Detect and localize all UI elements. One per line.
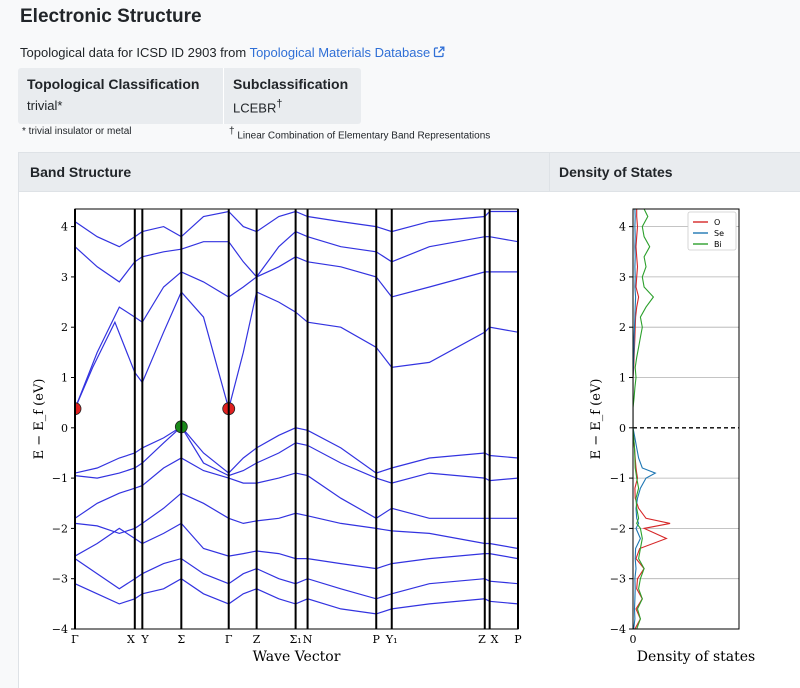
dos-ytick-label: 2 [619, 321, 626, 334]
dos-series-group [633, 209, 671, 629]
band-xtick-label: P [514, 633, 522, 646]
legend-label-O: O [714, 218, 720, 227]
band-xtick-label: X [491, 633, 499, 646]
band-xtick-label: Γ [71, 633, 79, 646]
dos-ytick-label: −4 [610, 623, 626, 636]
external-link-icon[interactable] [433, 46, 445, 58]
subclassification-text: LCEBR [233, 100, 277, 116]
page-title: Electronic Structure [20, 6, 202, 27]
dos-ytick-label: 1 [619, 372, 626, 385]
band-xtick-label: Y [140, 633, 149, 646]
subclassification-cell: Subclassification LCEBR† [223, 68, 362, 124]
band-structure-title: Band Structure [30, 164, 132, 180]
topological-classification-cell: Topological Classification trivial* [18, 68, 223, 124]
band-xtick-label: P [373, 633, 381, 646]
panel-header: Band Structure Density of States [19, 153, 800, 192]
band-xtick-label: Σ₁ [290, 633, 302, 646]
dos-ytick-label: −3 [610, 573, 626, 586]
classification-table: Topological Classification trivial* Subc… [18, 68, 361, 124]
trivial-footnote: * trivial insulator or metal [22, 126, 132, 137]
dos-series-Bi [633, 209, 655, 629]
source-prefix: Topological data for ICSD ID 2903 from [20, 45, 247, 60]
band-xtick-label: N [303, 633, 313, 646]
band-xtick-label: Σ [177, 633, 185, 646]
dos-series-O [633, 209, 671, 629]
dos-legend: O Se Bi [687, 211, 737, 251]
subclassification-header: Subclassification [233, 76, 349, 92]
subclassification-dagger: † [276, 98, 283, 110]
band-xlabel: Wave Vector [253, 649, 341, 665]
band-ytick-label: 1 [61, 372, 68, 385]
dos-ytick-label: 0 [619, 422, 626, 435]
source-link-text[interactable]: Topological Materials Database [249, 45, 431, 60]
band-frame [74, 208, 519, 630]
band-ytick-label: −2 [52, 522, 68, 535]
panel-header-divider [549, 153, 550, 191]
dos-series-Se [633, 209, 657, 629]
dos-ytick-label: −1 [610, 472, 626, 485]
dos-ytick-label: 3 [619, 271, 626, 284]
band-ytick-label: −3 [52, 573, 68, 586]
band-xtick-label: X [127, 633, 135, 646]
band-marker [75, 402, 82, 416]
dos-xlabel: Density of states [637, 649, 756, 665]
dos-ytick-label: 4 [619, 221, 626, 234]
band-ytick-label: 0 [61, 422, 68, 435]
dos-chart: −4 −3 −2 −1 0 1 2 3 4 0 E − E_f (eV) Density of sta… [589, 208, 756, 665]
band-ytick-label: 3 [61, 271, 68, 284]
band-ylabel: E − E_f (eV) [32, 379, 47, 460]
bands-group [75, 210, 518, 615]
band-ytick-label: −4 [52, 623, 68, 636]
band-ytick-label: 2 [61, 321, 68, 334]
band-ytick-label: −1 [52, 472, 68, 485]
dos-ylabel: E − E_f (eV) [589, 379, 604, 460]
band-ytick-label: 4 [61, 221, 68, 234]
lcebr-footnote-text: Linear Combination of Elementary Band Re… [234, 130, 491, 142]
topological-classification-value: trivial* [27, 98, 63, 113]
band-xtick-label: Γ [225, 633, 233, 646]
topological-database-link[interactable]: Topological Materials Database [250, 45, 446, 60]
topological-classification-header: Topological Classification [27, 76, 200, 92]
band-xtick-label: Y₁ [385, 633, 398, 646]
legend-label-Bi: Bi [714, 240, 722, 249]
electronic-structure-panel: Band Structure Density of States −4 −3 −2−… [18, 152, 800, 688]
band-xtick-label: Z [253, 633, 261, 646]
dos-ytick-label: −2 [610, 522, 626, 535]
band-xtick-label: Z [478, 633, 486, 646]
dos-frame [632, 208, 740, 630]
subclassification-value: LCEBR† [233, 98, 282, 115]
lcebr-footnote: † Linear Combination of Elementary Band … [229, 126, 490, 141]
source-line: Topological data for ICSD ID 2903 from T… [20, 45, 445, 60]
dos-xtick-label: 0 [630, 633, 637, 646]
legend-label-Se: Se [714, 229, 724, 238]
lcebr-footnote-dagger: † [229, 126, 235, 137]
dos-title: Density of States [559, 164, 673, 180]
